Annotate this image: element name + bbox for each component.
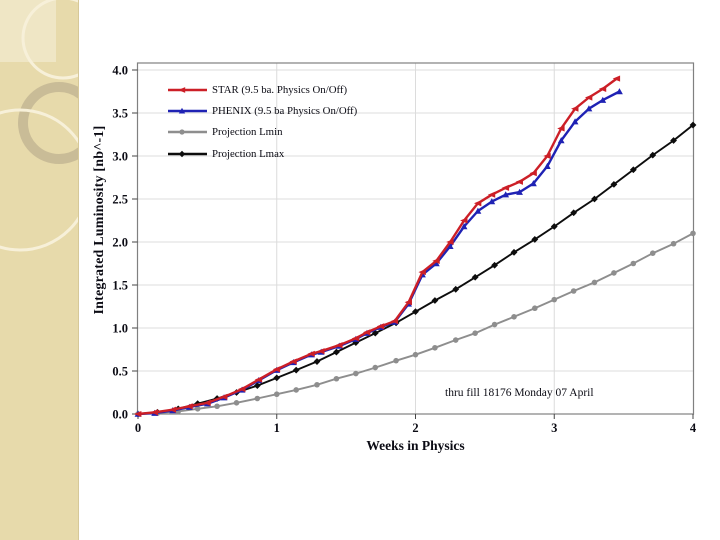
star-legend-swatch [168,86,207,93]
gridlines [138,63,693,414]
y-tick-label: 2.5 [112,193,128,207]
y-tick-label: 0.0 [112,408,128,422]
x-tick-label: 4 [690,421,697,435]
x-tick-label: 2 [412,421,418,435]
projection-lmin-series [135,230,696,417]
x-tick-label: 1 [274,421,280,435]
sidebar-ornament [0,0,78,540]
y-tick-label: 1.5 [112,279,128,293]
y-tick-label: 3.0 [112,150,128,164]
y-tick-labels: 0.0 0.5 1.0 1.5 2.0 2.5 3.0 3.5 4.0 [112,64,128,422]
chart-annotation: thru fill 18176 Monday 07 April [445,387,594,399]
legend-label-star: STAR (9.5 ba. Physics On/Off) [212,83,348,96]
x-tick-label: 3 [551,421,557,435]
y-tick-label: 3.5 [112,107,128,121]
legend-label-projection-lmin: Projection Lmin [212,126,283,139]
legend-item-star: STAR (9.5 ba. Physics On/Off) [167,79,357,100]
y-tick-label: 0.5 [112,365,128,379]
decorative-sidebar [0,0,79,540]
y-tick-label: 1.0 [112,322,128,336]
y-tick-label: 2.0 [112,236,128,250]
star-markers [134,75,621,418]
legend-item-projection-lmax: Projection Lmax [167,143,357,164]
phenix-legend-swatch [168,107,207,114]
ornament-ring [18,82,78,164]
legend-item-projection-lmin: Projection Lmin [167,122,357,143]
y-tick-label: 4.0 [112,64,128,78]
star-series [134,75,621,418]
ornament-circle [0,108,78,252]
projection-lmin-legend-swatch [168,129,207,136]
legend-label-projection-lmax: Projection Lmax [212,147,285,160]
ornament-circle [21,0,78,80]
x-tick-label: 0 [135,421,141,435]
ornament-square [0,0,56,62]
x-axis-title: Weeks in Physics [366,438,465,453]
x-tick-labels: 0 1 2 3 4 [135,421,697,435]
projection-lmin-markers [135,230,696,417]
projection-lmax-legend-swatch [168,150,207,158]
chart-legend: STAR (9.5 ba. Physics On/Off) PHENIX (9.5… [167,79,357,165]
y-axis-title: Integrated Luminosity [nb^-1] [92,125,107,315]
legend-label-phenix: PHENIX (9.5 ba Physics On/Off) [212,105,358,118]
legend-item-phenix: PHENIX (9.5 ba Physics On/Off) [167,100,357,121]
